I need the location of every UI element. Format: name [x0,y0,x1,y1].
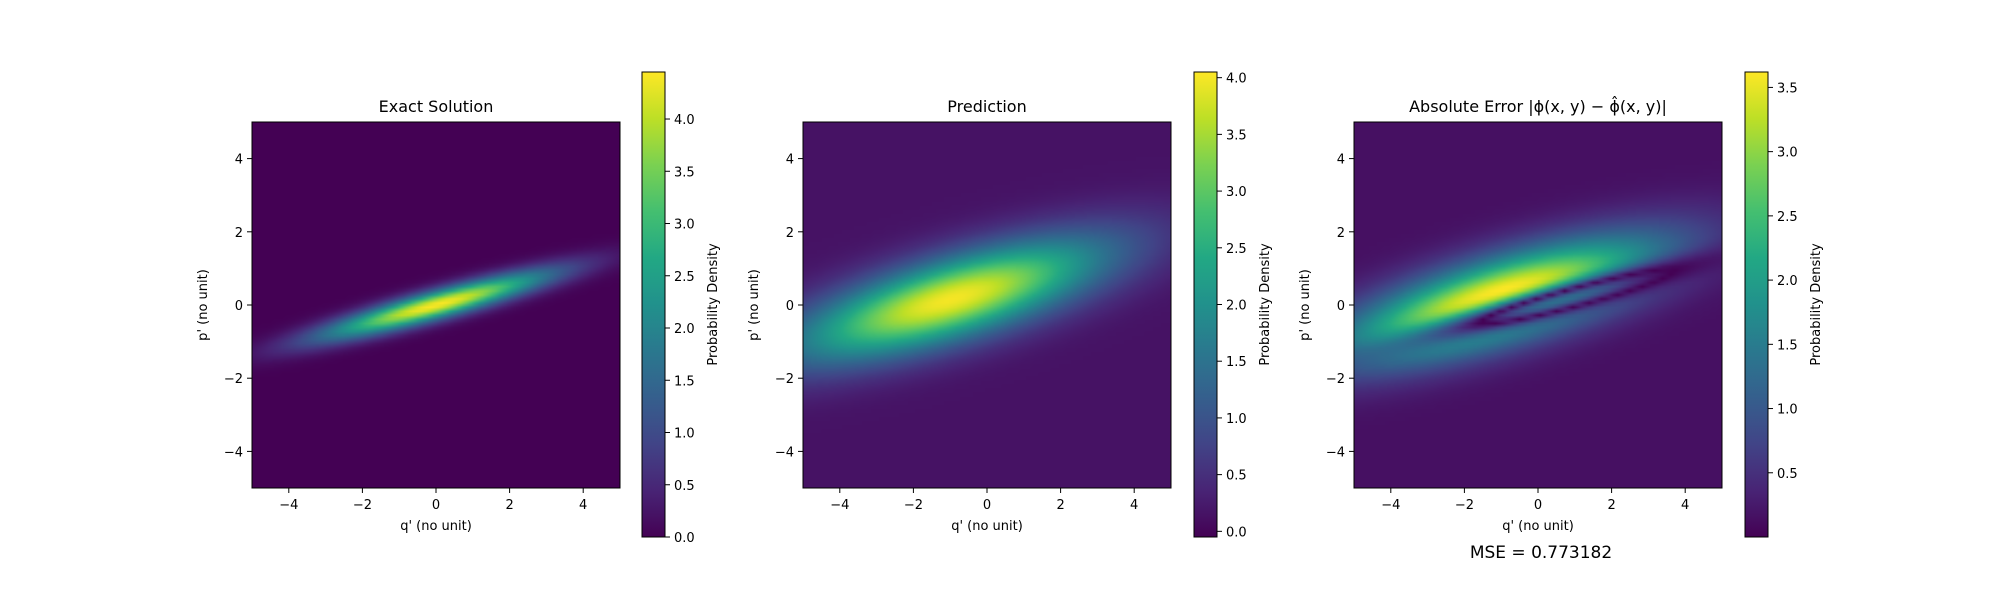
colorbar-tick-label: 2.5 [1226,242,1247,257]
y-axis-label: p' (no unit) [1298,269,1313,341]
colorbar-tick-label: 2.5 [674,270,695,285]
x-tick-label: 0 [1534,498,1542,513]
chart-panel-1: Exact Solution −4 −2 0 2 4 −4 −2 0 2 4 q' (no unit)… [196,71,721,546]
y-tick-label: −2 [775,372,794,387]
colorbar-tick-label: 0.5 [674,479,695,494]
y-tick-label: −4 [224,445,243,460]
x-tick-label: −4 [1381,498,1400,513]
colorbar-tick-label: 3.5 [1226,128,1247,143]
x-tick-label: 2 [505,498,513,513]
colorbar-tick-label: 3.5 [674,165,695,180]
x-tick-label: 0 [432,498,440,513]
colorbar [641,71,666,538]
colorbar-tick-label: 2.0 [674,322,695,337]
colorbar-tick-label: 4.0 [1226,72,1247,87]
colorbar [1744,71,1769,538]
colorbar-tick-label: 3.0 [1777,146,1798,161]
x-tick-label: −4 [830,498,849,513]
x-tick-label: 4 [1681,498,1689,513]
colorbar-tick-label: 3.5 [1777,81,1798,96]
x-tick-label: −2 [904,498,923,513]
y-tick-label: −2 [224,372,243,387]
y-tick-label: 0 [786,299,794,314]
colorbar-tick-label: 2.5 [1777,210,1798,225]
x-tick-label: 0 [983,498,991,513]
mse-annotation: MSE = 0.773182 [1470,543,1612,563]
chart-title: Prediction [947,97,1026,116]
heatmap-image [1354,122,1722,488]
colorbar-tick-label: 1.0 [1777,403,1798,418]
colorbar-tick-label: 0.0 [674,531,695,546]
y-axis-label: p' (no unit) [196,269,211,341]
y-tick-label: −4 [775,445,794,460]
x-tick-label: 4 [579,498,587,513]
chart-panel-2: Prediction −4 −2 0 2 4 −4 −2 0 2 4 q' (no unit) p' (… [747,71,1273,540]
colorbar-tick-label: 1.0 [1226,412,1247,427]
colorbar-tick-label: 1.5 [674,374,695,389]
heatmap-image [803,122,1171,488]
colorbar-tick-label: 1.5 [1777,338,1798,353]
colorbar-tick-label: 3.0 [674,218,695,233]
y-tick-label: 0 [1337,299,1345,314]
x-tick-label: 4 [1130,498,1138,513]
colorbar-tick-label: 4.0 [674,113,695,128]
y-tick-label: 2 [1337,226,1345,241]
colorbar-tick-label: 2.0 [1777,274,1798,289]
colorbar-tick-label: 1.5 [1226,355,1247,370]
x-tick-label: −2 [1455,498,1474,513]
colorbar-tick-label: 0.5 [1777,467,1798,482]
colorbar-label: Probability Density [1258,243,1273,366]
colorbar-label: Probability Density [706,243,721,366]
x-tick-label: 2 [1607,498,1615,513]
chart-panel-3: Absolute Error |ϕ(x, y) − ϕ̂(x, y)| −4 −2 0… [1298,71,1824,563]
colorbar-tick-label: 2.0 [1226,299,1247,314]
colorbar-label: Probability Density [1809,243,1824,366]
y-tick-label: 4 [1337,153,1345,168]
x-axis-label: q' (no unit) [1502,519,1574,534]
y-axis-label: p' (no unit) [747,269,762,341]
x-axis-label: q' (no unit) [400,519,472,534]
y-tick-label: −4 [1326,445,1345,460]
x-tick-label: −2 [353,498,372,513]
chart-title: Exact Solution [379,97,494,116]
colorbar-tick-label: 3.0 [1226,185,1247,200]
x-tick-label: −4 [279,498,298,513]
y-tick-label: 4 [786,153,794,168]
colorbar-tick-label: 0.0 [1226,525,1247,540]
x-axis-label: q' (no unit) [951,519,1023,534]
y-tick-label: −2 [1326,372,1345,387]
colorbar-tick-label: 1.0 [674,427,695,442]
heatmap-image [252,122,620,488]
x-tick-label: 2 [1056,498,1064,513]
chart-title: Absolute Error |ϕ(x, y) − ϕ̂(x, y)| [1409,96,1667,116]
colorbar-tick-label: 0.5 [1226,469,1247,484]
y-tick-label: 2 [786,226,794,241]
colorbar [1193,71,1218,538]
y-tick-label: 4 [235,153,243,168]
y-tick-label: 0 [235,299,243,314]
y-tick-label: 2 [235,226,243,241]
